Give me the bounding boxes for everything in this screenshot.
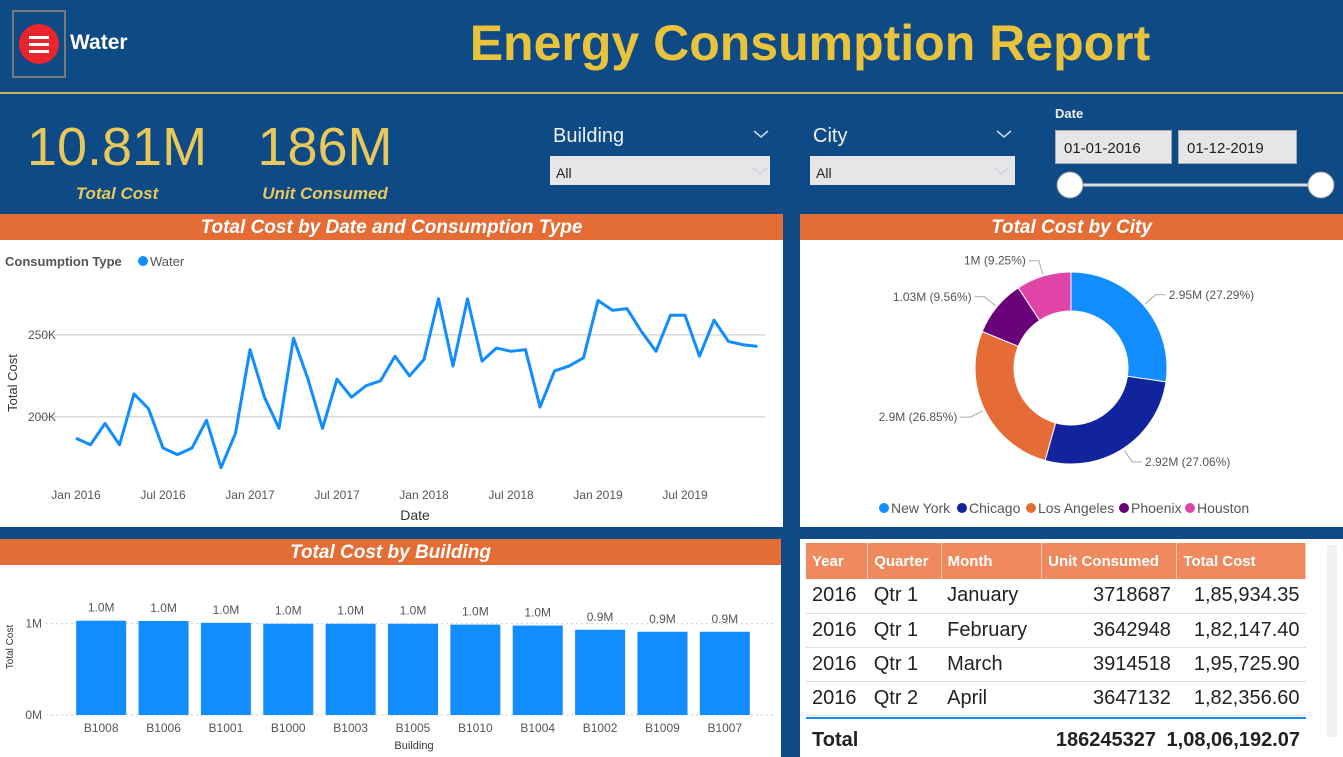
column-header: Month: [941, 543, 1043, 579]
column-header: Total Cost: [1176, 543, 1306, 579]
total-cell: 1,08,06,192.07: [1166, 729, 1300, 751]
table-cell: 3642948: [1041, 613, 1177, 648]
column-header: Quarter: [867, 543, 942, 579]
table-cell: March: [941, 647, 1042, 682]
table-cell: 1,85,934.35: [1176, 579, 1306, 614]
bar-panel: Total Cost by Building: [0, 539, 781, 757]
table-row: 2016 Qtr 1 February 3642948 1,82,147.40: [806, 613, 1306, 648]
panel-title: Total Cost by City: [800, 214, 1343, 240]
total-cell: 186245327: [1055, 729, 1156, 751]
kpi-value: 186M: [257, 117, 393, 177]
kpi-value: 10.81M: [26, 117, 208, 177]
date-handle[interactable]: [1307, 171, 1335, 199]
table-cell: Qtr 2: [867, 681, 942, 716]
total-rule: [806, 717, 1306, 719]
table-cell: 3914518: [1041, 647, 1177, 682]
total-row: Total 186245327 1,08,06,192.07: [806, 725, 1306, 753]
table-panel: Year Quarter Month Unit Consumed Total Cost 2…: [800, 539, 1343, 757]
data-table: Year Quarter Month Unit Consumed Total Cost 2…: [806, 543, 1306, 716]
table-cell: 2016: [806, 613, 868, 648]
header-rule: [0, 92, 1343, 94]
panel-title: Total Cost by Building: [0, 539, 781, 565]
menu-icon: [19, 24, 59, 64]
table-cell: 3718687: [1041, 579, 1177, 614]
table-cell: Qtr 1: [867, 613, 942, 648]
table-cell: 1,82,356.60: [1176, 681, 1306, 716]
table-row: 2016 Qtr 1 January 3718687 1,85,934.35: [806, 579, 1306, 614]
date-text: 01-12-2019: [1187, 140, 1264, 157]
scrollbar[interactable]: [1327, 545, 1337, 737]
slicer-label: City: [813, 125, 848, 147]
menu-button[interactable]: [12, 10, 66, 78]
total-cell: Total: [812, 729, 859, 751]
table-cell: February: [941, 613, 1042, 648]
date-handle[interactable]: [1056, 171, 1084, 199]
date-end[interactable]: 01-12-2019: [1178, 130, 1297, 164]
column-header: Unit Consumed: [1041, 543, 1178, 579]
date-text: 01-01-2016: [1064, 140, 1141, 157]
slicer-dropdown[interactable]: All: [810, 156, 1015, 185]
kpi-label: Unit Consumed: [262, 184, 388, 203]
line-panel: Total Cost by Date and Consumption Type: [0, 214, 783, 527]
table-cell: 1,82,147.40: [1176, 613, 1306, 648]
slicer-label: Building: [553, 125, 625, 147]
table-cell: Qtr 1: [867, 647, 942, 682]
table-row: 2016 Qtr 2 April 3647132 1,82,356.60: [806, 681, 1306, 716]
table-cell: 2016: [806, 647, 868, 682]
table-cell: 2016: [806, 681, 868, 716]
table-cell: 1,95,725.90: [1176, 647, 1306, 682]
table-cell: Qtr 1: [867, 579, 942, 614]
date-start[interactable]: 01-01-2016: [1055, 130, 1172, 164]
slicer-value: All: [556, 165, 572, 181]
panel-title: Total Cost by Date and Consumption Type: [0, 214, 783, 240]
slicer-dropdown[interactable]: All: [550, 156, 770, 185]
menu-label: Water: [70, 31, 128, 54]
report-title: Energy Consumption Report: [469, 15, 1151, 71]
table-cell: January: [941, 579, 1042, 614]
date-label: Date: [1055, 106, 1084, 121]
table-cell: April: [941, 681, 1042, 716]
kpi-label: Total Cost: [75, 184, 159, 203]
table-cell: 3647132: [1041, 681, 1177, 716]
donut-panel: Total Cost by City: [800, 214, 1343, 527]
table-row: 2016 Qtr 1 March 3914518 1,95,725.90: [806, 647, 1306, 682]
slicer-value: All: [816, 165, 832, 181]
table-cell: 2016: [806, 579, 868, 614]
column-header: Year: [806, 543, 869, 579]
